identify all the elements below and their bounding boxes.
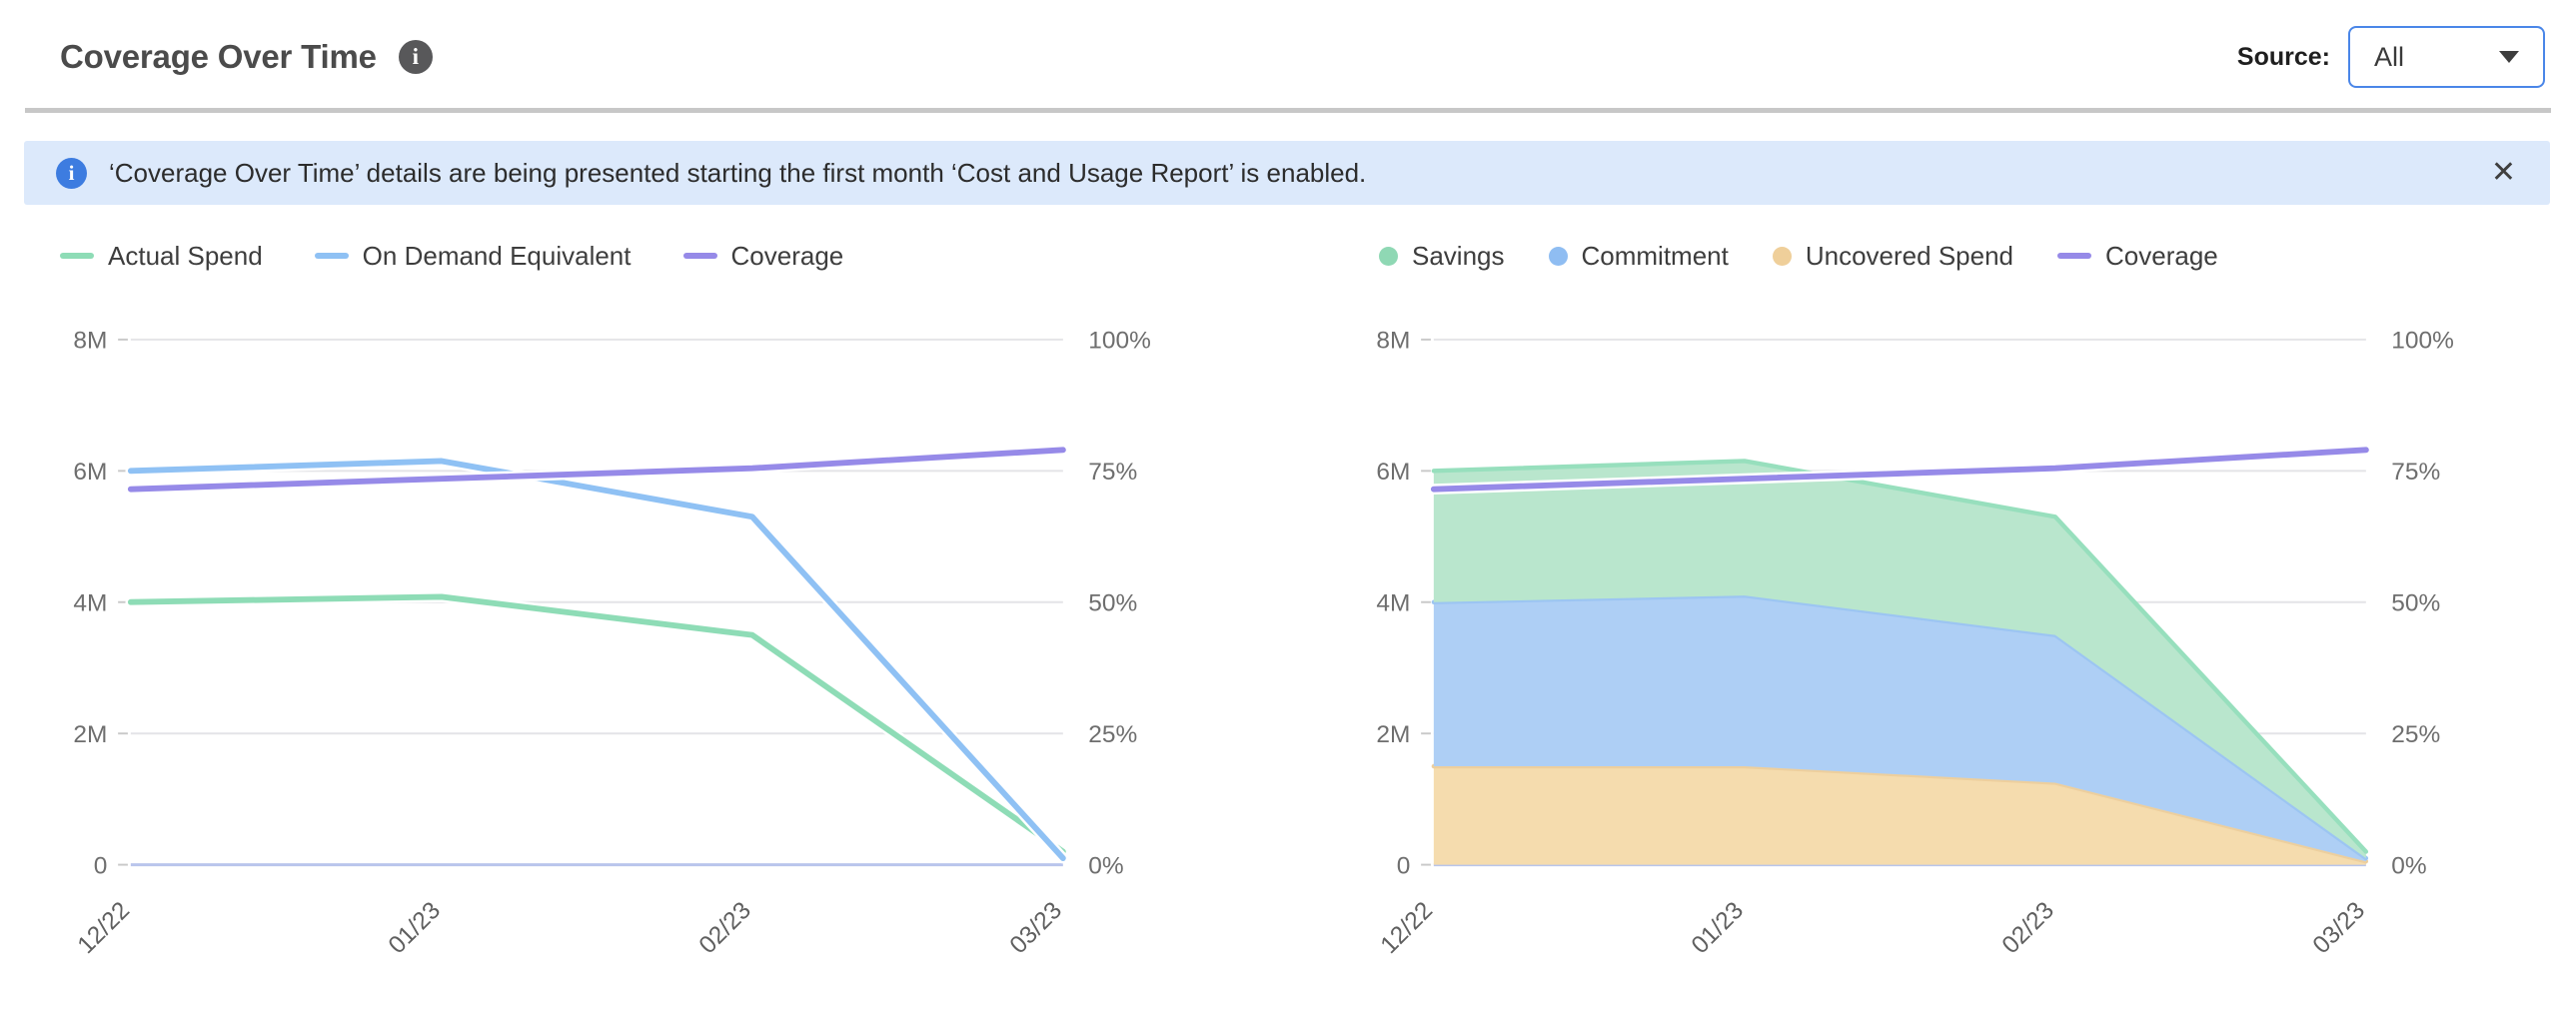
banner-info-icon: i — [56, 157, 87, 189]
svg-text:75%: 75% — [2391, 459, 2440, 486]
svg-text:0: 0 — [1397, 852, 1411, 879]
header: Coverage Over Time i Source: All — [0, 0, 2576, 108]
svg-text:01/23: 01/23 — [384, 897, 446, 959]
svg-text:0%: 0% — [2391, 852, 2426, 879]
source-control: Source: All — [2237, 26, 2545, 88]
legend-item-uncovered-spend[interactable]: Uncovered Spend — [1772, 240, 2013, 272]
legend-swatch-commitment — [1548, 246, 1568, 266]
chart-card-lines: Actual Spend On Demand Equivalent Coverage… — [30, 225, 1243, 971]
svg-text:02/23: 02/23 — [694, 897, 756, 959]
charts-section: Actual Spend On Demand Equivalent Coverage… — [0, 225, 2576, 971]
legend-item-commitment[interactable]: Commitment — [1548, 240, 1729, 272]
svg-text:8M: 8M — [1376, 328, 1410, 355]
info-icon[interactable]: i — [398, 40, 433, 74]
svg-text:12/22: 12/22 — [1376, 897, 1438, 959]
svg-text:100%: 100% — [2391, 328, 2454, 355]
legend-label: Actual Spend — [108, 240, 263, 271]
legend-label: Uncovered Spend — [1805, 240, 2013, 271]
svg-text:0: 0 — [94, 852, 108, 879]
svg-text:02/23: 02/23 — [1997, 897, 2059, 959]
svg-text:25%: 25% — [1088, 721, 1137, 748]
legend-label: On Demand Equivalent — [362, 240, 632, 271]
chart-card-areas: Savings Commitment Uncovered Spend Coverage… — [1333, 225, 2546, 971]
info-banner: i ‘Coverage Over Time’ details are being… — [24, 141, 2550, 205]
close-icon: ✕ — [2490, 156, 2516, 189]
source-dropdown[interactable]: All — [2348, 26, 2545, 88]
chevron-down-icon — [2499, 51, 2519, 63]
svg-text:50%: 50% — [1088, 590, 1137, 617]
area-chart-legend: Savings Commitment Uncovered Spend Coverage — [1333, 225, 2546, 287]
legend-swatch-coverage — [682, 253, 717, 259]
svg-text:2M: 2M — [1376, 721, 1410, 748]
header-divider — [25, 108, 2551, 113]
svg-text:6M: 6M — [73, 459, 107, 486]
svg-text:12/22: 12/22 — [73, 897, 135, 959]
legend-swatch-savings — [1379, 246, 1398, 266]
header-title-group: Coverage Over Time i — [60, 38, 433, 76]
svg-text:25%: 25% — [2391, 721, 2440, 748]
line-chart-legend: Actual Spend On Demand Equivalent Coverage — [30, 225, 1243, 287]
legend-label: Coverage — [2105, 240, 2218, 271]
svg-text:6M: 6M — [1376, 459, 1410, 486]
legend-item-coverage[interactable]: Coverage — [2057, 241, 2218, 272]
legend-swatch-uncovered-spend — [1772, 246, 1792, 266]
svg-text:100%: 100% — [1088, 328, 1151, 355]
coverage-area-chart: 0 0% 2M 25% 4M 50% 6M 75% 8M 100% 12/22 01/23 02/23 0… — [1376, 328, 2454, 959]
svg-text:4M: 4M — [1376, 590, 1410, 617]
legend-label: Savings — [1412, 240, 1505, 271]
legend-item-actual-spend[interactable]: Actual Spend — [60, 241, 263, 272]
svg-text:8M: 8M — [73, 328, 107, 355]
source-value: All — [2374, 41, 2405, 72]
page-title: Coverage Over Time — [60, 38, 377, 75]
legend-swatch-coverage — [2057, 253, 2091, 259]
svg-text:0%: 0% — [1088, 852, 1123, 879]
legend-item-savings[interactable]: Savings — [1379, 241, 1505, 272]
legend-item-coverage[interactable]: Coverage — [682, 240, 844, 272]
legend-swatch-on-demand-equivalent — [314, 253, 349, 259]
svg-text:75%: 75% — [1088, 459, 1137, 486]
legend-swatch-actual-spend — [60, 253, 94, 259]
banner-message: ‘Coverage Over Time’ details are being p… — [109, 157, 1367, 188]
svg-text:2M: 2M — [73, 721, 107, 748]
legend-label: Coverage — [730, 240, 844, 271]
legend-label: Commitment — [1581, 240, 1729, 271]
legend-item-on-demand-equivalent[interactable]: On Demand Equivalent — [314, 240, 632, 272]
svg-text:01/23: 01/23 — [1687, 897, 1749, 959]
banner-close-button[interactable]: ✕ — [2487, 154, 2520, 192]
svg-text:4M: 4M — [73, 590, 107, 617]
source-label: Source: — [2236, 42, 2330, 71]
svg-text:50%: 50% — [2391, 590, 2440, 617]
coverage-line-chart: 0 0% 2M 25% 4M 50% 6M 75% 8M 100% 12/22 01/23 02/23 0… — [73, 328, 1151, 959]
svg-text:03/23: 03/23 — [2308, 897, 2370, 959]
svg-text:03/23: 03/23 — [1005, 897, 1067, 959]
